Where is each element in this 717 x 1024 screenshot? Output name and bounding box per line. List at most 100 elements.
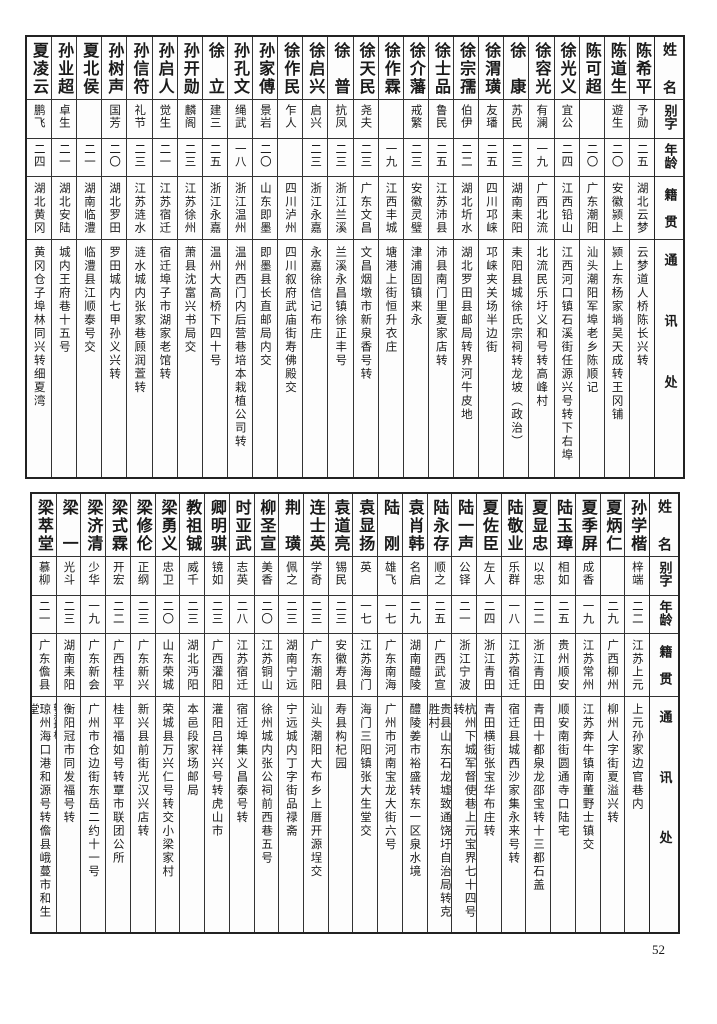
name-cell: 孙业超 bbox=[52, 37, 77, 100]
name-cell: 徐作民 bbox=[278, 37, 303, 100]
person-age: 一九 bbox=[535, 143, 550, 168]
person-age: 二五 bbox=[484, 143, 499, 168]
origin-cell: 江苏宿迁 bbox=[152, 177, 177, 240]
age-cell: 二〇 bbox=[102, 139, 127, 177]
person-origin: 江苏徐州 bbox=[183, 182, 198, 234]
alias-cell: 鹏飞 bbox=[26, 100, 51, 139]
name-cell: 徐康 bbox=[504, 37, 529, 100]
person-address: 即墨县长直邮局内交 bbox=[258, 246, 273, 368]
age-cell: 二〇 bbox=[579, 139, 604, 177]
origin-cell: 安徽寿县 bbox=[328, 634, 353, 697]
alias-cell: 少华 bbox=[81, 557, 106, 596]
alias-cell: 戒繁 bbox=[403, 100, 428, 139]
age-cell: 二五 bbox=[202, 139, 227, 177]
alias-cell: 麟阁 bbox=[177, 100, 202, 139]
person-age: 二一 bbox=[37, 600, 52, 625]
address-cell: 萧县沈富兴书局交 bbox=[178, 240, 202, 477]
address-cell: 黄冈仓子埠林同兴转细夏湾 bbox=[27, 240, 51, 477]
age-cell: 一九 bbox=[378, 139, 403, 177]
person-origin: 广东儋县 bbox=[37, 639, 52, 691]
age-cell: 二三 bbox=[279, 596, 303, 634]
name-cell: 梁修伦 bbox=[130, 494, 155, 557]
name-cell: 徐容光 bbox=[529, 37, 554, 100]
person-column: 徐启兴 启兴 二三 浙江永嘉 永嘉徐信记布庄 bbox=[302, 37, 328, 477]
origin-cell: 湖北安陆 bbox=[52, 177, 77, 240]
origin-cell: 湖北罗田 bbox=[102, 177, 127, 240]
address-cell: 涟水城内张家巷顾润萱转 bbox=[127, 240, 151, 477]
age-cell: 二三 bbox=[205, 596, 229, 634]
person-origin: 山东荣城 bbox=[161, 639, 176, 691]
person-alias: 开宏 bbox=[111, 561, 126, 586]
origin-cell: 湖北黄冈 bbox=[26, 177, 51, 240]
person-column: 梁修伦 正纲 二三 广东新兴 新兴县前街光汉兴店转 bbox=[129, 494, 155, 932]
header-label-name: 姓名 bbox=[661, 42, 677, 94]
person-column: 陈希平 予勋 二五 湖北云梦 云梦道人桥陈长兴转 bbox=[628, 37, 654, 477]
origin-cell: 湖南宁远 bbox=[279, 634, 303, 697]
person-address: 徐州城内张公祠前西巷五号 bbox=[260, 703, 275, 865]
person-column: 梁勇义 忠卫 二〇 山东荣城 荣城县万兴仁号转交小梁家村 bbox=[154, 494, 180, 932]
person-age: 二三 bbox=[510, 143, 525, 168]
alias-cell: 镜如 bbox=[205, 557, 229, 596]
address-cell: 湖北罗田县邮局转界河牛皮地 bbox=[454, 240, 478, 477]
name-cell: 教祖铖 bbox=[180, 494, 205, 557]
age-cell: 二一 bbox=[52, 139, 77, 177]
alias-cell: 左人 bbox=[476, 557, 501, 596]
origin-cell: 湖北沔阳 bbox=[180, 634, 205, 697]
person-address: 宿迁埠集义昌泰号转 bbox=[235, 703, 250, 825]
name-cell: 陆刚 bbox=[378, 494, 402, 557]
person-alias: 友璠 bbox=[484, 104, 499, 129]
header-label-name: 姓名 bbox=[656, 499, 672, 551]
header-label-age: 年龄 bbox=[656, 600, 672, 626]
name-cell: 孙开勋 bbox=[177, 37, 202, 100]
person-origin: 广东潮阳 bbox=[585, 182, 600, 234]
address-cell: 新兴县前街光汉兴店转 bbox=[131, 697, 155, 932]
person-origin: 湖北安陆 bbox=[57, 182, 72, 234]
person-address: 琼州海口港和源号转儋县峨蔓市和生堂 bbox=[32, 703, 53, 919]
age-cell: 二三 bbox=[130, 596, 155, 634]
age-cell: 二〇 bbox=[253, 139, 278, 177]
age-cell: 一九 bbox=[81, 596, 106, 634]
name-cell: 徐宗孺 bbox=[454, 37, 479, 100]
person-alias: 卓生 bbox=[57, 104, 72, 129]
origin-cell: 浙江永嘉 bbox=[202, 177, 227, 240]
name-cell: 孙信符 bbox=[127, 37, 152, 100]
person-address: 新兴县前街光汉兴店转 bbox=[136, 703, 151, 838]
age-cell: 一九 bbox=[529, 139, 554, 177]
person-column: 梁济清 少华 一九 广东新会 广州市仓边街东岳二约十一号 bbox=[80, 494, 106, 932]
person-alias: 鲁民 bbox=[434, 104, 449, 129]
origin-cell: 广西灌阳 bbox=[205, 634, 229, 697]
person-alias: 相如 bbox=[556, 561, 571, 586]
age-cell: 二〇 bbox=[155, 596, 180, 634]
address-cell: 邛崃夹关场半边街 bbox=[479, 240, 503, 477]
person-address: 颍上东杨家埫吴天成转王冈铺 bbox=[610, 246, 625, 422]
person-age: 二一 bbox=[57, 143, 72, 168]
person-age: 二五 bbox=[208, 143, 223, 168]
origin-cell: 浙江青田 bbox=[526, 634, 551, 697]
header-label-origin: 籍贯 bbox=[661, 188, 677, 228]
person-address: 柳州人字街夏溢兴转 bbox=[606, 703, 621, 825]
person-address: 四川叙府武庙街寿佛殿交 bbox=[283, 246, 298, 395]
person-address: 湖北罗田县邮局转界河牛皮地 bbox=[459, 246, 474, 422]
origin-cell: 湖南耒阳 bbox=[504, 177, 529, 240]
name-cell: 袁显扬 bbox=[353, 494, 378, 557]
person-origin: 江苏铜山 bbox=[260, 639, 275, 691]
origin-cell: 广西北流 bbox=[529, 177, 554, 240]
person-age: 二三 bbox=[359, 143, 374, 168]
alias-cell: 鲁民 bbox=[428, 100, 453, 139]
person-column: 孙业超 卓生 二一 湖北安陆 城内王府巷十五号 bbox=[51, 37, 77, 477]
person-alias: 英 bbox=[358, 561, 373, 574]
address-cell: 徐州城内张公祠前西巷五号 bbox=[255, 697, 279, 932]
person-age: 二三 bbox=[210, 600, 225, 625]
person-alias: 抗凤 bbox=[334, 104, 349, 129]
person-column: 荆璜 佩之 二三 湖南宁远 宁远城内丁字街品禄斋 bbox=[278, 494, 303, 932]
person-address: 塘港上街恒升衣庄 bbox=[384, 246, 399, 354]
person-age: 一八 bbox=[507, 600, 522, 625]
address-cell: 四川叙府武庙街寿佛殿交 bbox=[278, 240, 302, 477]
alias-cell: 予勋 bbox=[629, 100, 654, 139]
person-address: 青田横街张宝华布庄转 bbox=[482, 703, 497, 838]
person-age: 二三 bbox=[136, 600, 151, 625]
address-cell: 江西河口镇石溪街任源兴号转下右埠 bbox=[555, 240, 579, 477]
name-cell: 徐作霖 bbox=[378, 37, 403, 100]
person-column: 教祖铖 威千 二三 湖北沔阳 本邑段家场邮局 bbox=[179, 494, 205, 932]
address-cell: 青田十都泉龙邵宝转十三都石盖 bbox=[526, 697, 550, 932]
